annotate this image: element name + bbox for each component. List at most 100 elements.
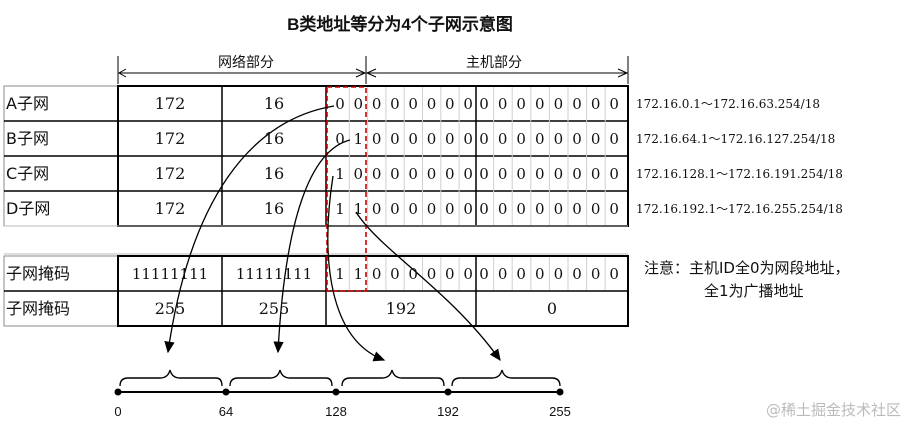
mapping-arrows [164,105,501,362]
octet-2: 255 [258,299,290,318]
bit-10: 0 [497,95,508,113]
bit-11: 0 [516,200,526,218]
bit-14: 0 [572,165,582,183]
bit-16: 0 [609,130,619,148]
row-label: B子网 [6,129,49,148]
host-part-span [365,56,629,84]
row-label: A子网 [6,94,49,113]
watermark: @稀土掘金技术社区 [765,401,901,419]
scale-tick-dot [114,388,122,396]
bit-2: 0 [353,95,364,113]
bit-9: 0 [479,200,489,218]
octet-2: 16 [263,199,285,218]
bit-15: 0 [590,95,601,113]
bit-4: 0 [390,265,400,283]
bit-11: 0 [516,165,526,183]
arrow-d-subnet [355,211,501,362]
bit-12: 0 [535,165,545,183]
bit-14: 0 [572,265,582,283]
bit-16: 0 [609,165,619,183]
address-range: 172.16.0.1～172.16.63.254/18 [636,97,820,111]
octet-4: 0 [546,299,558,318]
bit-14: 0 [572,95,582,113]
mask-table-grid [3,255,629,327]
bit-4: 0 [390,165,400,183]
arrow-b-subnet [273,139,351,354]
arrow-c-subnet [327,175,386,362]
bit-10: 0 [497,200,508,218]
bit-2: 0 [353,165,364,183]
bit-2: 1 [353,130,364,148]
scale-tick-label: 192 [437,404,459,419]
bit-16: 0 [609,95,619,113]
octet-1: 172 [154,164,186,183]
scale-tick-dot [222,388,230,396]
bit-12: 0 [535,200,545,218]
arrow-a-subnet [164,105,335,354]
bit-5: 0 [408,95,418,113]
bit-1: 0 [335,95,345,113]
note-line-2: 全1为广播地址 [704,282,804,300]
bit-3: 0 [371,265,382,283]
network-part-label: 网络部分 [214,52,278,72]
bit-12: 0 [535,130,545,148]
note-line-1: 注意：主机ID全0为网段地址， [644,259,850,277]
network-part-span [117,56,367,84]
bit-6: 0 [426,95,437,113]
bit-10: 0 [497,165,508,183]
bit-6: 0 [426,130,437,148]
bit-11: 0 [516,265,526,283]
bit-2: 1 [353,200,364,218]
bit-10: 0 [497,265,508,283]
bit-7: 0 [445,130,455,148]
bit-9: 0 [479,130,489,148]
address-range: 172.16.192.1～172.16.255.254/18 [636,202,843,216]
bit-8: 0 [463,95,473,113]
bit-13: 0 [553,200,564,218]
bit-4: 0 [390,95,400,113]
scale-tick-label: 128 [325,404,347,419]
bit-3: 0 [371,165,382,183]
bit-16: 0 [609,265,619,283]
bit-4: 0 [390,130,400,148]
octet-1: 172 [154,94,186,113]
row-label: 子网掩码 [6,264,71,283]
octet-2: 16 [263,164,285,183]
bit-1: 1 [335,265,345,283]
bit-15: 0 [590,265,601,283]
subnet-bits-highlight [326,86,367,292]
row-label: C子网 [6,164,50,183]
bit-9: 0 [479,165,489,183]
bit-1: 1 [335,200,345,218]
address-range: 172.16.128.1～172.16.191.254/18 [636,167,843,181]
bit-9: 0 [479,265,489,283]
bit-5: 0 [408,265,418,283]
scale-tick-label: 64 [218,404,234,419]
octet-2: 16 [263,129,285,148]
diagram-title: B类地址等分为4个子网示意图 [287,15,513,34]
bit-7: 0 [445,165,455,183]
bit-8: 0 [463,200,473,218]
scale-tick-label: 0 [114,404,122,419]
bit-14: 0 [572,130,582,148]
row-label: 子网掩码 [6,299,71,318]
octet-1: 172 [154,199,186,218]
bit-3: 0 [371,200,382,218]
address-scale [114,369,564,396]
bit-4: 0 [390,200,400,218]
octet-2: 16 [263,94,285,113]
bit-15: 0 [590,130,601,148]
bit-3: 0 [371,130,382,148]
bit-7: 0 [445,200,455,218]
address-range: 172.16.64.1～172.16.127.254/18 [636,132,836,146]
scale-tick-dot [444,388,452,396]
bit-5: 0 [408,200,418,218]
bit-12: 0 [535,95,545,113]
bit-8: 0 [463,165,473,183]
bit-16: 0 [609,200,619,218]
bit-15: 0 [590,165,601,183]
bit-3: 0 [371,95,382,113]
bit-2: 1 [353,265,364,283]
octet-1: 11111111 [131,265,209,283]
